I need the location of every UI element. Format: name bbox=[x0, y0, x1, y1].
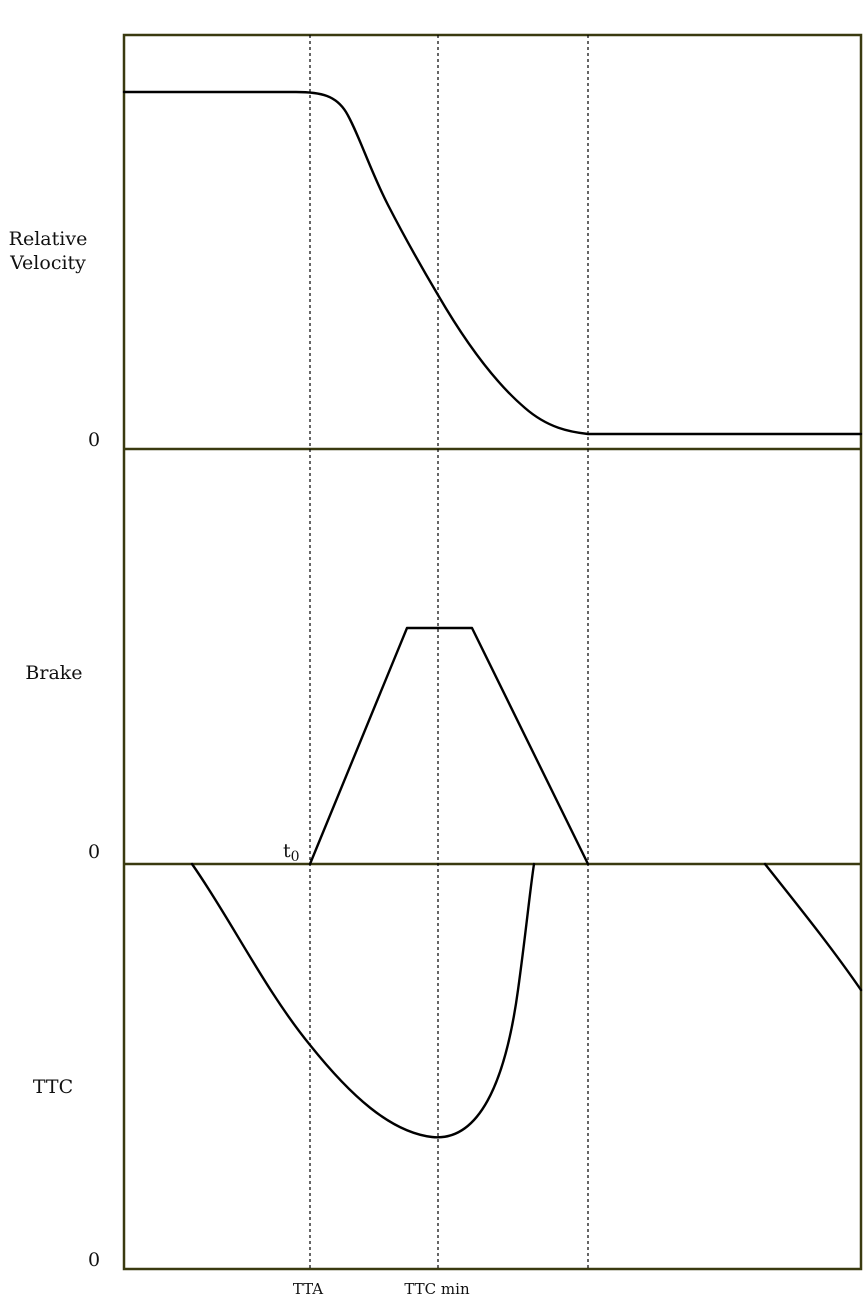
brake-curve bbox=[308, 626, 590, 866]
velocity-axis-label-line2: Velocity bbox=[9, 252, 86, 274]
ttc-zero-label: 0 bbox=[88, 1249, 100, 1271]
t0-marker-subscript: 0 bbox=[291, 849, 300, 865]
ttc-curve bbox=[190, 862, 536, 1139]
velocity-curve bbox=[122, 90, 863, 436]
ttc-curve-tail bbox=[763, 862, 863, 992]
ttc-axis-label: TTC bbox=[33, 1076, 73, 1098]
brake-zero-label: 0 bbox=[88, 841, 100, 863]
velocity-axis-label-line1: Relative bbox=[9, 228, 88, 250]
ttc-min-marker-label: TTC min bbox=[404, 1280, 470, 1298]
velocity-zero-label: 0 bbox=[88, 429, 100, 451]
tta-marker-label: TTA bbox=[293, 1280, 323, 1298]
t0-marker-base: t bbox=[283, 840, 291, 862]
t0-marker-label: t0 bbox=[283, 840, 300, 865]
brake-axis-label: Brake bbox=[25, 662, 82, 684]
figure-frame bbox=[122, 33, 863, 1271]
